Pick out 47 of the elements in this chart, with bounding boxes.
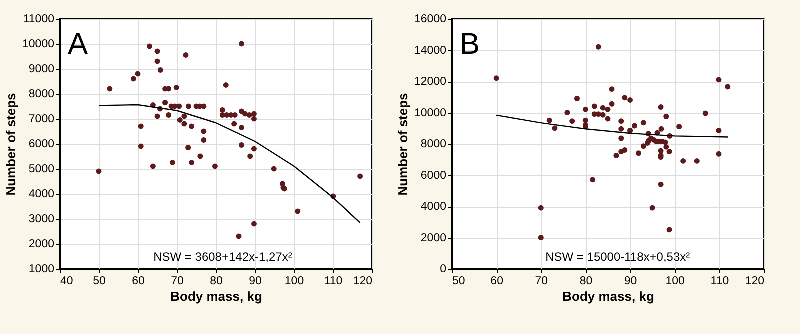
x-tick-label: 60: [490, 276, 504, 288]
y-tick-label: 3000: [28, 214, 54, 226]
x-axis-title: Body mass, kg: [562, 289, 654, 304]
y-tick-label: 14000: [414, 44, 446, 57]
x-tick-label: 70: [171, 276, 184, 288]
x-tick-label: 100: [666, 276, 685, 288]
x-tick-label: 120: [353, 276, 372, 288]
y-tick-label: 4000: [420, 201, 446, 213]
x-tick-label: 40: [60, 276, 74, 288]
annotation: A: [68, 28, 88, 61]
y-tick-label: 0: [440, 264, 446, 276]
x-tick-label: 50: [93, 276, 106, 288]
x-tick-label: 70: [535, 276, 548, 288]
annotation: NSW = 3608+142x-1,27x²: [154, 250, 292, 264]
x-tick-label: 110: [324, 276, 343, 288]
x-tick-label: 90: [249, 276, 262, 288]
y-tick-label: 6000: [28, 138, 54, 150]
y-tick-label: 10000: [414, 107, 446, 120]
y-tick-label: 8000: [28, 88, 54, 100]
x-tick-label: 80: [580, 276, 593, 288]
y-tick-label: 2000: [28, 238, 54, 250]
annotation: NSW = 15000-118x+0,53x²: [546, 250, 690, 264]
x-tick-label: 110: [710, 276, 730, 288]
line-series: [98, 104, 361, 224]
y-axis-title: Number of steps: [4, 93, 19, 196]
y-tick-label: 11000: [23, 14, 54, 26]
y-tick-label: 7000: [28, 114, 54, 126]
annotation: B: [460, 28, 480, 61]
y-tick-label: 1000: [28, 264, 54, 276]
y-axis-title: Number of steps: [396, 93, 411, 196]
x-tick-label: 50: [452, 276, 466, 288]
y-tick-label: 10000: [22, 38, 54, 50]
x-axis-title: Body mass, kg: [170, 289, 262, 304]
x-tick-label: 120: [745, 276, 764, 288]
x-tick-label: 100: [284, 276, 304, 288]
y-tick-label: 9000: [28, 64, 54, 76]
y-tick-label: 8000: [420, 138, 446, 150]
line-series: [496, 114, 729, 138]
y-tick-label: 16000: [414, 14, 446, 26]
x-tick-label: 80: [210, 276, 223, 288]
x-tick-label: 60: [132, 276, 145, 288]
y-tick-label: 5000: [28, 164, 54, 176]
x-tick-label: 90: [624, 276, 638, 288]
y-tick-label: 12000: [414, 76, 446, 88]
y-tick-label: 4000: [28, 188, 54, 200]
y-tick-label: 2000: [420, 232, 446, 244]
y-tick-label: 6000: [420, 170, 446, 182]
